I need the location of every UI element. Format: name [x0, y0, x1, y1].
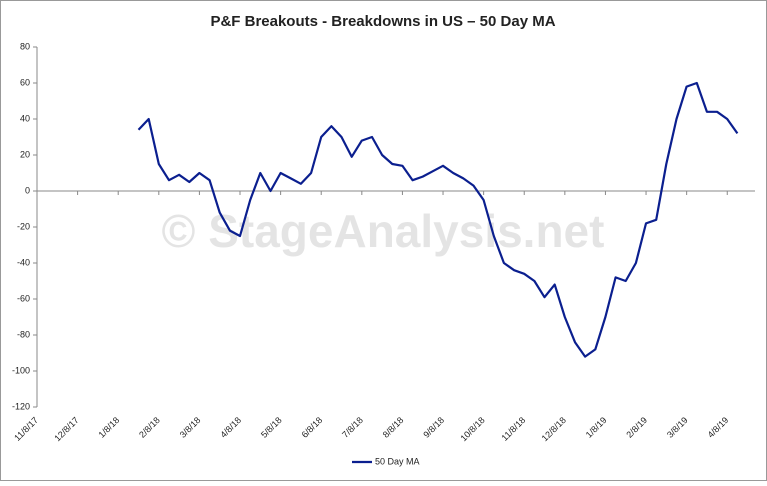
- y-tick-label: -80: [17, 329, 30, 339]
- watermark: © StageAnalysis.net: [162, 205, 605, 257]
- y-tick-label: -60: [17, 293, 30, 303]
- y-tick-label: -100: [12, 365, 30, 375]
- y-tick-label: -120: [12, 401, 30, 411]
- y-tick-label: 60: [20, 77, 30, 87]
- legend-label: 50 Day MA: [375, 456, 420, 466]
- y-tick-label: -40: [17, 257, 30, 267]
- y-tick-label: -20: [17, 221, 30, 231]
- chart-title: P&F Breakouts - Breakdowns in US – 50 Da…: [210, 13, 555, 30]
- y-tick-label: 20: [20, 149, 30, 159]
- y-tick-label: 80: [20, 41, 30, 51]
- y-tick-label: 0: [25, 185, 30, 195]
- y-tick-label: 40: [20, 113, 30, 123]
- line-series: [137, 81, 739, 358]
